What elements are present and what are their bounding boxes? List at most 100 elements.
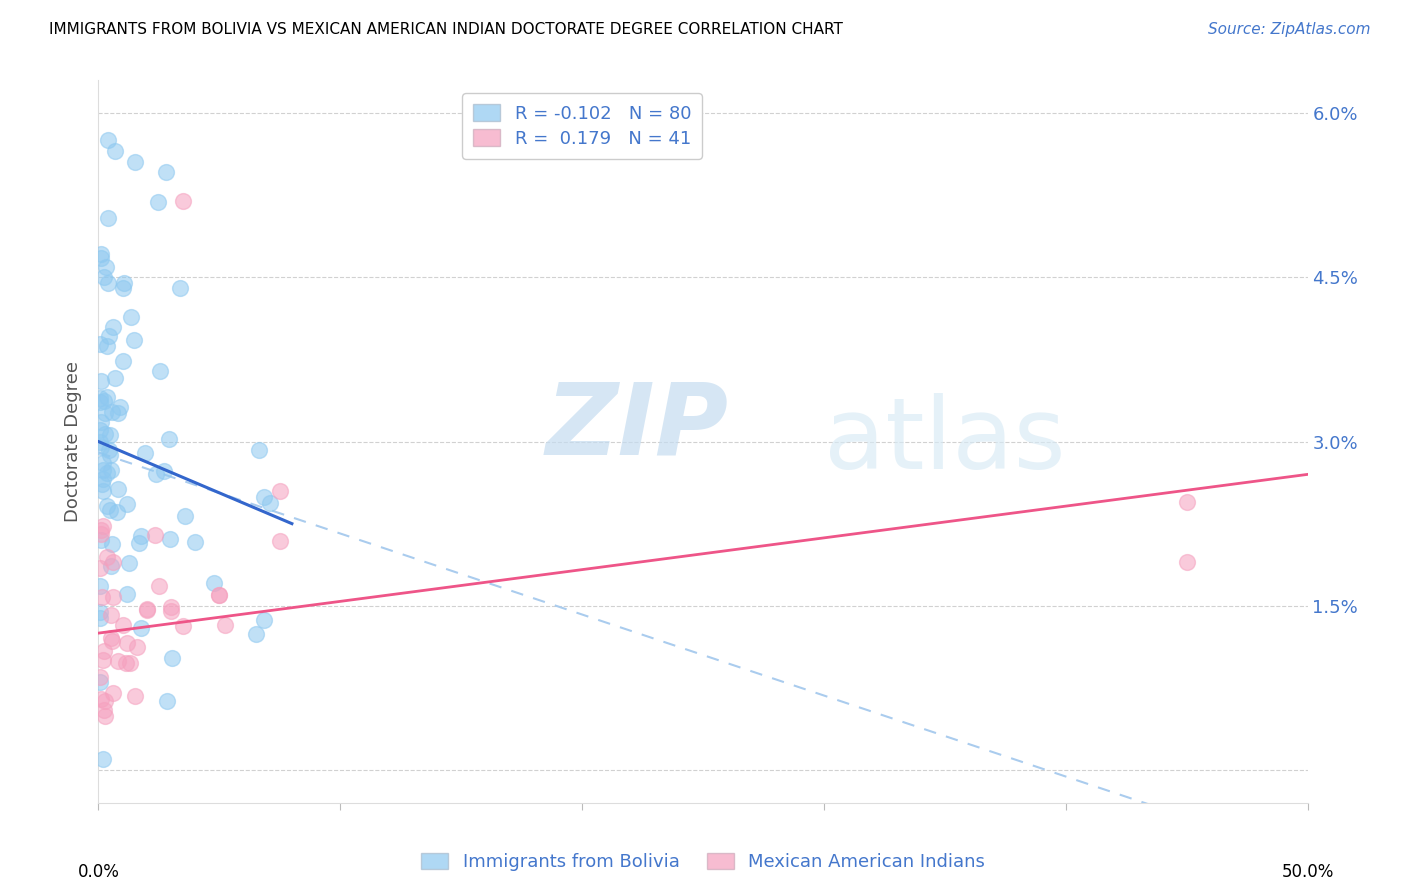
Point (184, 534, 207, 549)
Point (253, 490, 276, 504)
Point (90, 415, 112, 429)
Point (94, 709, 117, 723)
Point (94, 406, 117, 420)
Point (157, 432, 180, 446)
Point (101, 590, 124, 604)
Point (146, 195, 169, 210)
Point (103, 319, 125, 334)
Point (98, 428, 121, 442)
Point (107, 406, 129, 420)
Point (89, 337, 111, 351)
Point (91, 483, 114, 498)
Point (172, 619, 194, 633)
Point (94, 260, 117, 274)
Point (269, 534, 291, 549)
Point (90, 247, 112, 261)
Point (124, 689, 146, 703)
Point (91, 477, 114, 491)
Point (174, 508, 197, 523)
Point (149, 364, 172, 378)
Point (124, 155, 146, 169)
Text: ZIP: ZIP (546, 378, 728, 475)
Point (153, 465, 176, 479)
Point (90, 533, 112, 547)
Point (91, 519, 114, 533)
Point (202, 576, 225, 591)
Point (247, 442, 270, 457)
Point (115, 656, 138, 670)
Point (108, 400, 131, 414)
Text: atlas: atlas (824, 393, 1066, 490)
Point (172, 194, 194, 208)
Point (159, 532, 181, 546)
Point (1175, 555, 1198, 569)
Point (89, 423, 111, 437)
Point (96, 549, 118, 564)
Text: IMMIGRANTS FROM BOLIVIA VS MEXICAN AMERICAN INDIAN DOCTORATE DEGREE CORRELATION : IMMIGRANTS FROM BOLIVIA VS MEXICAN AMERI… (49, 22, 844, 37)
Point (91, 456, 114, 470)
Point (97, 133, 120, 147)
Point (117, 636, 139, 650)
Point (101, 404, 124, 418)
Point (94, 693, 117, 707)
Point (155, 165, 177, 179)
Point (208, 589, 231, 603)
Legend: R = -0.102   N = 80, R =  0.179   N = 41: R = -0.102 N = 80, R = 0.179 N = 41 (463, 93, 702, 159)
Point (90, 523, 112, 537)
Point (96, 499, 118, 513)
Point (101, 634, 124, 648)
Point (97, 211, 120, 226)
Point (169, 281, 191, 295)
Point (156, 693, 179, 707)
Point (107, 482, 129, 496)
Point (104, 370, 127, 384)
Point (100, 536, 122, 550)
Point (89, 392, 111, 406)
Point (96, 466, 118, 480)
Point (160, 600, 183, 615)
Point (89, 611, 111, 625)
Point (98, 503, 121, 517)
Point (128, 535, 150, 549)
Point (129, 621, 152, 635)
Point (107, 654, 129, 668)
Point (94, 426, 117, 441)
Point (101, 555, 124, 569)
Point (112, 354, 135, 368)
Point (89, 606, 111, 620)
Point (100, 463, 122, 477)
Point (127, 640, 149, 654)
Point (143, 528, 166, 542)
Point (97, 276, 120, 290)
Point (100, 558, 122, 573)
Point (89, 579, 111, 593)
Point (120, 310, 142, 325)
Point (91, 653, 114, 667)
Point (124, 333, 146, 347)
Point (160, 604, 183, 618)
Point (245, 627, 267, 641)
Point (91, 463, 114, 477)
Text: 0.0%: 0.0% (77, 863, 120, 881)
Point (96, 339, 118, 353)
Point (111, 617, 134, 632)
Point (120, 656, 142, 670)
Point (89, 670, 111, 684)
Point (90, 374, 112, 388)
Point (89, 674, 111, 689)
Point (93, 703, 115, 717)
Legend: Immigrants from Bolivia, Mexican American Indians: Immigrants from Bolivia, Mexican America… (413, 846, 993, 879)
Point (129, 529, 152, 543)
Point (145, 467, 167, 481)
Point (100, 632, 122, 646)
Point (148, 579, 170, 593)
Point (97, 442, 120, 457)
Point (90, 527, 112, 541)
Point (208, 588, 231, 602)
Point (91, 752, 114, 766)
Point (160, 651, 183, 665)
Point (135, 603, 157, 617)
Point (111, 281, 134, 295)
Point (103, 686, 125, 700)
Point (89, 395, 111, 409)
